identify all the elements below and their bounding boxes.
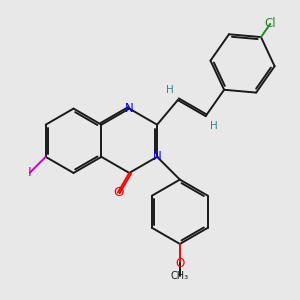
Text: N: N <box>153 150 161 164</box>
Text: O: O <box>175 257 184 270</box>
Text: N: N <box>125 102 134 115</box>
Text: I: I <box>28 166 31 179</box>
Text: Cl: Cl <box>264 17 276 30</box>
Text: H: H <box>166 85 173 95</box>
Text: CH₃: CH₃ <box>171 271 189 281</box>
Text: H: H <box>210 121 218 131</box>
Text: O: O <box>113 186 123 199</box>
